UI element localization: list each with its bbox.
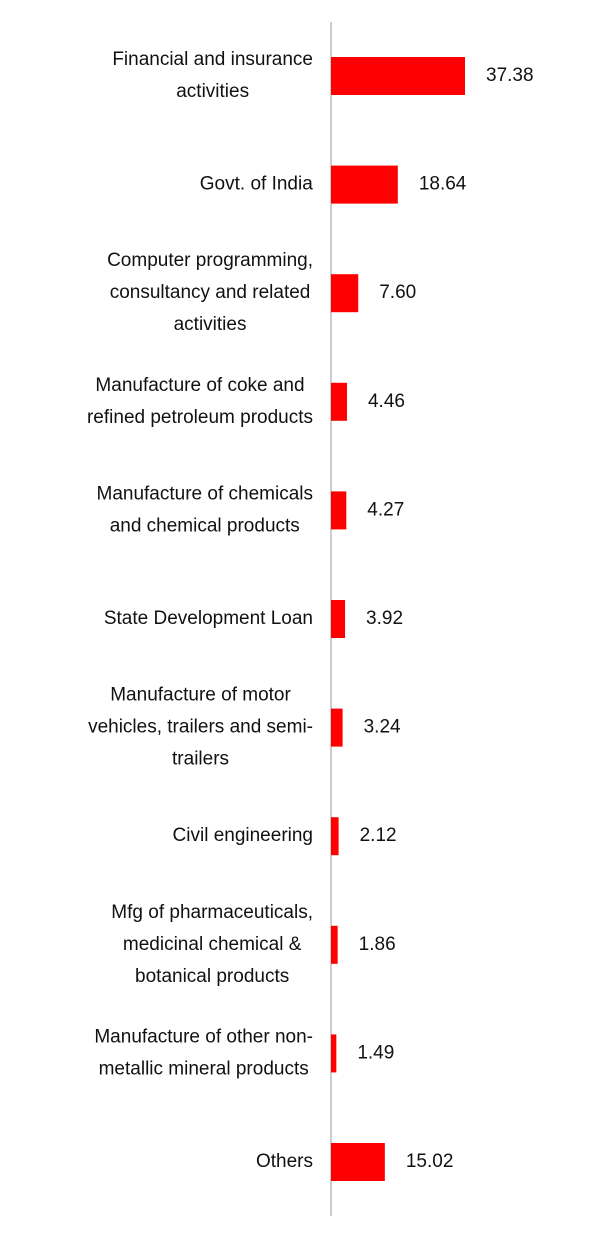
category-label-line: botanical products bbox=[135, 966, 289, 987]
category-label-line: Financial and insurance bbox=[112, 49, 313, 70]
value-label: 2.12 bbox=[360, 825, 397, 846]
category-label: Financial and insurance activities bbox=[112, 49, 313, 102]
category-label-line: Computer programming, bbox=[107, 250, 313, 271]
category-label-group: Financial and insurance activities Govt. o… bbox=[87, 49, 313, 1172]
bar bbox=[331, 600, 346, 638]
category-label-line: trailers bbox=[172, 749, 229, 770]
value-label-group: 37.38 18.64 7.60 4.46 4.27 3.92 3.24 2.12 1.86 1.… bbox=[357, 65, 533, 1172]
category-label-line: Civil engineering bbox=[173, 825, 313, 846]
category-label-line: activities bbox=[176, 81, 249, 102]
value-label: 1.86 bbox=[359, 934, 396, 955]
category-label-line: refined petroleum products bbox=[87, 407, 313, 428]
category-label-line: Manufacture of motor bbox=[110, 685, 291, 706]
category-label-line: State Development Loan bbox=[104, 608, 313, 629]
bar bbox=[331, 925, 338, 964]
category-label-line: Others bbox=[256, 1151, 313, 1172]
value-label: 37.38 bbox=[486, 65, 534, 86]
value-label: 4.27 bbox=[367, 499, 404, 520]
bar bbox=[331, 382, 347, 421]
category-label: Manufacture of other non-metallic minera… bbox=[94, 1026, 313, 1079]
value-label: 3.24 bbox=[364, 717, 401, 738]
bar bbox=[331, 1034, 337, 1073]
bar bbox=[331, 491, 347, 530]
bar bbox=[331, 165, 398, 204]
category-label: Govt. of India bbox=[200, 174, 313, 195]
category-label: Others bbox=[256, 1151, 313, 1172]
category-label: State Development Loan bbox=[104, 608, 313, 629]
bar bbox=[331, 274, 359, 313]
bar-group bbox=[331, 57, 465, 1181]
bar bbox=[331, 1143, 385, 1181]
category-label-line: vehicles, trailers and semi- bbox=[88, 717, 313, 738]
category-label-line: Manufacture of chemicals bbox=[97, 483, 314, 504]
category-label: Manufacture of coke and refined petroleum… bbox=[87, 375, 313, 428]
bar bbox=[331, 817, 339, 856]
value-label: 4.46 bbox=[368, 391, 405, 412]
category-label-line: activities bbox=[174, 314, 247, 335]
category-label-line: Manufacture of other non- bbox=[94, 1026, 313, 1047]
category-label: Civil engineering bbox=[173, 825, 313, 846]
value-label: 7.60 bbox=[379, 282, 416, 303]
category-label-line: Manufacture of coke and bbox=[95, 375, 304, 396]
value-label: 15.02 bbox=[406, 1151, 454, 1172]
value-label: 3.92 bbox=[366, 608, 403, 629]
category-label-line: metallic mineral products bbox=[99, 1058, 309, 1079]
bar bbox=[331, 708, 343, 747]
value-label: 18.64 bbox=[419, 174, 467, 195]
category-label-line: consultancy and related bbox=[110, 282, 311, 303]
category-label-line: medicinal chemical & bbox=[123, 934, 302, 955]
category-label-line: Govt. of India bbox=[200, 174, 313, 195]
category-label: Mfg of pharmaceuticals, medicinal chemica… bbox=[111, 902, 313, 987]
value-label: 1.49 bbox=[357, 1042, 394, 1063]
category-label: Manufacture of motor vehicles, trailers a… bbox=[88, 685, 313, 770]
category-label: Computer programming, consultancy and rel… bbox=[107, 250, 313, 335]
bar bbox=[331, 57, 465, 95]
category-label: Manufacture of chemicals and chemical pro… bbox=[97, 483, 314, 536]
category-label-line: Mfg of pharmaceuticals, bbox=[111, 902, 313, 923]
category-label-line: and chemical products bbox=[110, 515, 300, 536]
